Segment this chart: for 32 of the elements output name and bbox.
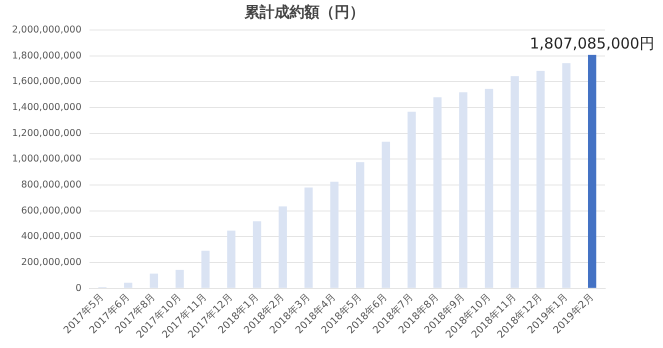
bar xyxy=(176,270,184,288)
bar xyxy=(536,70,545,288)
bar xyxy=(382,142,390,288)
y-tick-label: 400,000,000 xyxy=(21,231,82,242)
y-tick-label: 1,000,000,000 xyxy=(12,154,82,165)
y-tick-label: 1,400,000,000 xyxy=(12,102,82,113)
bar xyxy=(330,182,338,288)
y-tick-label: 800,000,000 xyxy=(21,179,82,190)
bar xyxy=(252,221,262,288)
bar xyxy=(588,54,596,288)
y-tick-label: 200,000,000 xyxy=(21,257,82,268)
bar xyxy=(356,162,364,288)
bar xyxy=(510,76,519,288)
y-tick-label: 600,000,000 xyxy=(21,205,82,216)
bar xyxy=(150,274,158,288)
bar xyxy=(304,187,313,288)
bar xyxy=(408,112,416,288)
bar xyxy=(227,230,236,288)
y-tick-label: 1,200,000,000 xyxy=(12,128,82,139)
data-label: 1,807,085,000円 xyxy=(530,34,654,52)
bar xyxy=(484,88,494,288)
bar xyxy=(278,206,287,288)
chart-title: 累計成約額（円） xyxy=(244,2,364,21)
bar xyxy=(433,97,442,288)
bar xyxy=(201,250,210,288)
y-tick-label: 0 xyxy=(75,282,82,294)
y-tick-label: 2,000,000,000 xyxy=(12,24,82,36)
bar xyxy=(459,92,468,288)
bar xyxy=(562,63,570,288)
y-tick-label: 1,600,000,000 xyxy=(12,76,82,88)
y-tick-label: 1,800,000,000 xyxy=(12,50,82,62)
bar xyxy=(124,282,132,288)
